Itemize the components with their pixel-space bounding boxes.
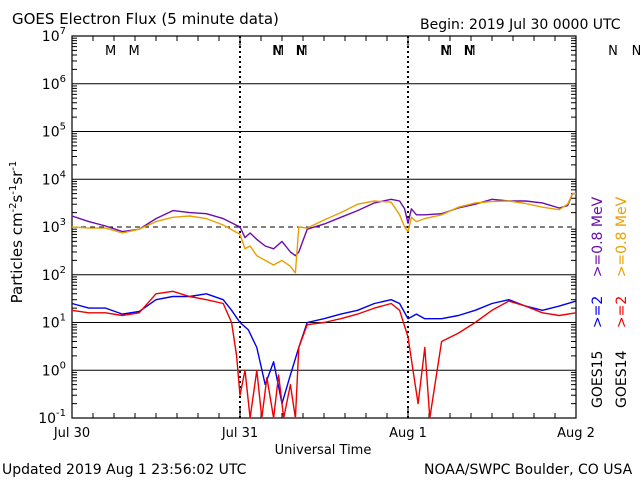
y-axis-label: Particles cm-2s-1sr-1 <box>8 161 26 304</box>
y-tick-exponent: 5 <box>60 122 66 133</box>
y-tick-base: 10 <box>42 172 60 188</box>
y-tick-label-8: 10-1 <box>38 408 66 427</box>
x-tick-labels: Jul 30 Jul 31 Aug 1 Aug 2 <box>53 426 595 441</box>
x-tick-label-0: Jul 30 <box>53 426 90 441</box>
begin-label: Begin: 2019 Jul 30 0000 UTC <box>420 17 621 33</box>
legend-goes15-label: GOES15 <box>590 351 606 408</box>
y-tick-base: 10 <box>42 363 60 379</box>
y-tick-base: 10 <box>42 125 60 141</box>
legend-goes15-high: >=0.8 MeV <box>590 196 606 277</box>
marker-n-10: N <box>608 44 618 59</box>
x-axis-label: Universal Time <box>275 443 372 458</box>
x-tick-label-1: Jul 31 <box>221 426 258 441</box>
y-tick-exponent: 1 <box>60 313 66 324</box>
marker-n-6: N <box>440 44 450 59</box>
marker-m-4: M <box>273 44 284 59</box>
marker-n-3: N <box>296 44 306 59</box>
y-tick-label-0: 107 <box>42 26 66 45</box>
marker-n-2: N <box>272 44 282 59</box>
y-tick-exponent: 3 <box>60 217 66 228</box>
y-tick-label-1: 106 <box>42 74 66 93</box>
y-tick-base: 10 <box>42 77 60 93</box>
chart-title: GOES Electron Flux (5 minute data) <box>12 10 279 28</box>
y-tick-base: 10 <box>38 411 56 427</box>
y-tick-label-2: 105 <box>42 122 66 141</box>
series-line-1 <box>71 192 576 274</box>
y-tick-exponent: 2 <box>60 265 66 276</box>
marker-m-1: M <box>129 44 140 59</box>
marker-m-5: M <box>297 44 308 59</box>
y-tick-base: 10 <box>42 268 60 284</box>
marker-m-8: M <box>441 44 452 59</box>
y-tick-exponent: 4 <box>60 169 66 180</box>
marker-m-0: M <box>105 44 116 59</box>
y-axis-label-sup1: -2 <box>8 202 19 212</box>
legend-goes15-low: >=2 <box>590 296 606 328</box>
series-line-3 <box>71 290 577 419</box>
y-tick-base: 10 <box>42 316 60 332</box>
y-tick-exponent: 7 <box>60 26 66 37</box>
y-axis-label-sup2: -1 <box>8 185 19 195</box>
y-axis-label-mid1: s <box>8 194 26 202</box>
y-tick-label-6: 101 <box>42 313 66 332</box>
y-tick-label-7: 100 <box>42 360 66 379</box>
marker-n-11: N <box>632 44 640 59</box>
y-tick-base: 10 <box>42 220 60 236</box>
y-tick-label-3: 104 <box>42 169 66 188</box>
y-axis-label-sup3: -1 <box>8 161 19 171</box>
x-tick-label-2: Aug 1 <box>389 426 427 441</box>
legend-goes14-high: >=0.8 MeV <box>614 196 630 277</box>
svg-text:GOES14 >=2 >=0: GOES14 >=2 >=0.8 MeV <box>614 196 630 408</box>
y-axis-label-main: Particles cm <box>8 212 26 303</box>
marker-layer: M M N NM M N NM M N N <box>105 44 640 59</box>
series-layer <box>71 192 577 419</box>
legend: GOES15 >=2 >=0.8 MeV GOES14 >=2 >=0.8 Me… <box>590 196 630 408</box>
updated-label: Updated 2019 Aug 1 23:56:02 UTC <box>2 462 247 478</box>
y-tick-label-5: 102 <box>42 265 66 284</box>
y-tick-label-4: 103 <box>42 217 66 236</box>
y-axis-label-mid2: sr <box>8 170 26 185</box>
svg-text:GOES15 >=2 >=0: GOES15 >=2 >=0.8 MeV <box>590 196 606 408</box>
legend-goes14-low: >=2 <box>614 296 630 328</box>
x-tick-label-3: Aug 2 <box>557 426 595 441</box>
y-tick-exponent: -1 <box>56 408 66 419</box>
source-label: NOAA/SWPC Boulder, CO USA <box>424 462 633 478</box>
series-line-0 <box>71 192 576 257</box>
marker-n-7: N <box>464 44 474 59</box>
legend-goes14-label: GOES14 <box>614 350 630 408</box>
y-tick-base: 10 <box>42 29 60 45</box>
y-tick-exponent: 0 <box>60 360 66 371</box>
y-tick-exponent: 6 <box>60 74 66 85</box>
marker-m-9: M <box>465 44 476 59</box>
